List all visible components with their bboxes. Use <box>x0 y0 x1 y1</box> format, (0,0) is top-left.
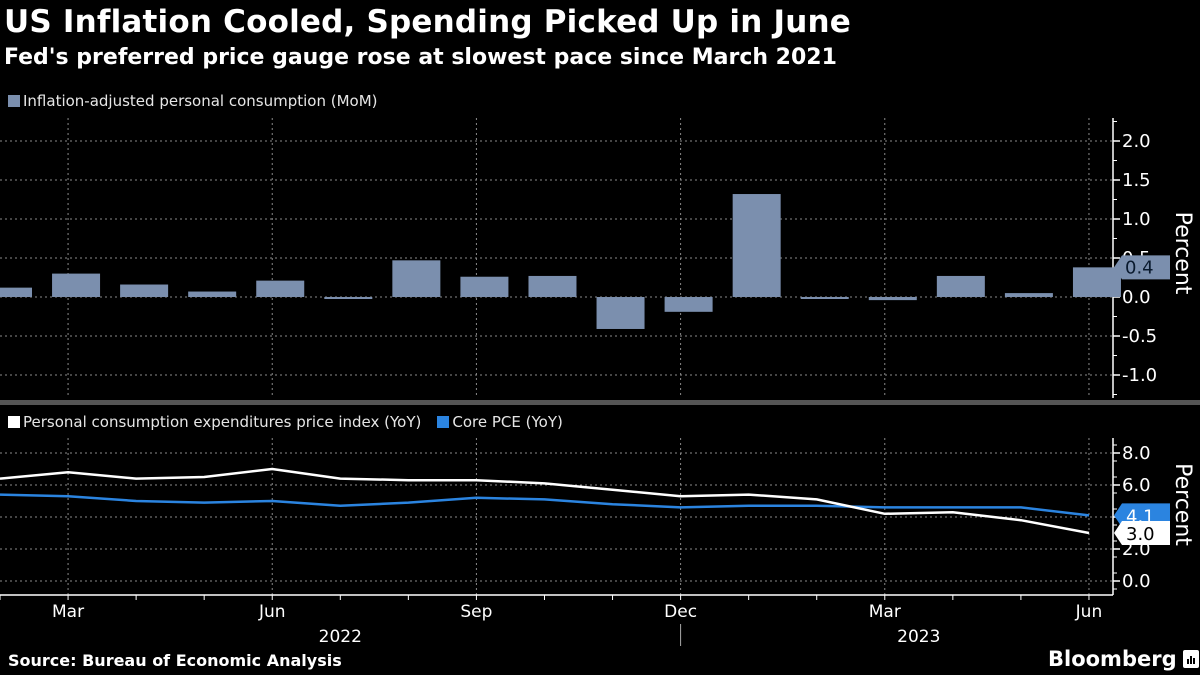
bar <box>732 194 781 297</box>
legend-item-consumption: Inflation-adjusted personal consumption … <box>8 92 378 110</box>
bar <box>800 297 849 299</box>
legend-label-pce: Personal consumption expenditures price … <box>23 413 422 431</box>
bar <box>1072 267 1121 297</box>
last-value-text: 3.0 <box>1126 524 1155 545</box>
bar <box>868 297 917 301</box>
ytick-label-top: -0.5 <box>1122 326 1157 347</box>
xtick-label-year: 2022 <box>319 627 362 647</box>
bloomberg-chart-icon <box>1182 650 1199 668</box>
bar <box>256 280 305 297</box>
bar <box>324 297 373 299</box>
ytick-label-bottom: 6.0 <box>1122 475 1151 496</box>
brand-name: Bloomberg <box>1048 647 1177 671</box>
xtick-label-year: 2023 <box>897 627 940 647</box>
xtick-label-month: Sep <box>460 602 492 622</box>
bar <box>0 287 32 297</box>
bar <box>188 291 237 297</box>
bar <box>528 275 577 297</box>
legend-top: Inflation-adjusted personal consumption … <box>8 92 390 110</box>
source-note: Source: Bureau of Economic Analysis <box>8 651 342 670</box>
last-value-text: 0.4 <box>1125 257 1154 278</box>
xtick-label-month: Jun <box>258 602 286 622</box>
ytick-label-top: 1.0 <box>1122 209 1151 230</box>
bar <box>936 275 985 297</box>
last-value-label-pce: 3.0 <box>1114 521 1170 545</box>
brand-logo: Bloomberg <box>1048 647 1199 671</box>
bar <box>52 273 101 297</box>
ytick-label-top: 2.0 <box>1122 131 1151 152</box>
bar <box>392 260 441 297</box>
last-value-label-consumption: 0.4 <box>1114 255 1170 280</box>
chart-subtitle: Fed's preferred price gauge rose at slow… <box>4 45 837 70</box>
bar <box>664 297 713 312</box>
bar <box>120 284 169 297</box>
xtick-label-month: Mar <box>869 602 901 622</box>
legend-swatch-consumption <box>8 95 20 107</box>
pce-line <box>0 467 1090 535</box>
last-value-flag <box>1114 521 1170 545</box>
ytick-label-top: 1.5 <box>1122 170 1151 191</box>
legend-label-consumption: Inflation-adjusted personal consumption … <box>23 92 378 110</box>
xtick-label-month: Dec <box>664 602 697 622</box>
legend-swatch-pce <box>8 416 20 428</box>
xtick-label-month: Jun <box>1075 602 1103 622</box>
last-value-flag <box>1114 255 1170 280</box>
ytick-label-top: -1.0 <box>1122 365 1157 386</box>
bar <box>1004 293 1053 297</box>
legend-bottom: Personal consumption expenditures price … <box>8 413 575 431</box>
y-axis-label-top: Percent <box>1170 212 1195 295</box>
panel-separator[interactable] <box>0 400 1200 405</box>
legend-item-core-pce: Core PCE (YoY) <box>437 413 563 431</box>
y-axis-label-bottom: Percent <box>1170 463 1195 546</box>
ytick-label-bottom: 0.0 <box>1122 571 1151 592</box>
xtick-label-month: Mar <box>52 602 84 622</box>
legend-item-pce: Personal consumption expenditures price … <box>8 413 421 431</box>
ytick-label-bottom: 8.0 <box>1122 443 1151 464</box>
ytick-label-top: 0.0 <box>1122 287 1151 308</box>
legend-label-core-pce: Core PCE (YoY) <box>452 413 563 431</box>
bar <box>460 276 509 297</box>
core-pce-line <box>0 493 1090 517</box>
legend-swatch-core-pce <box>437 416 450 428</box>
chart-title: US Inflation Cooled, Spending Picked Up … <box>4 4 852 40</box>
bar <box>596 297 645 329</box>
